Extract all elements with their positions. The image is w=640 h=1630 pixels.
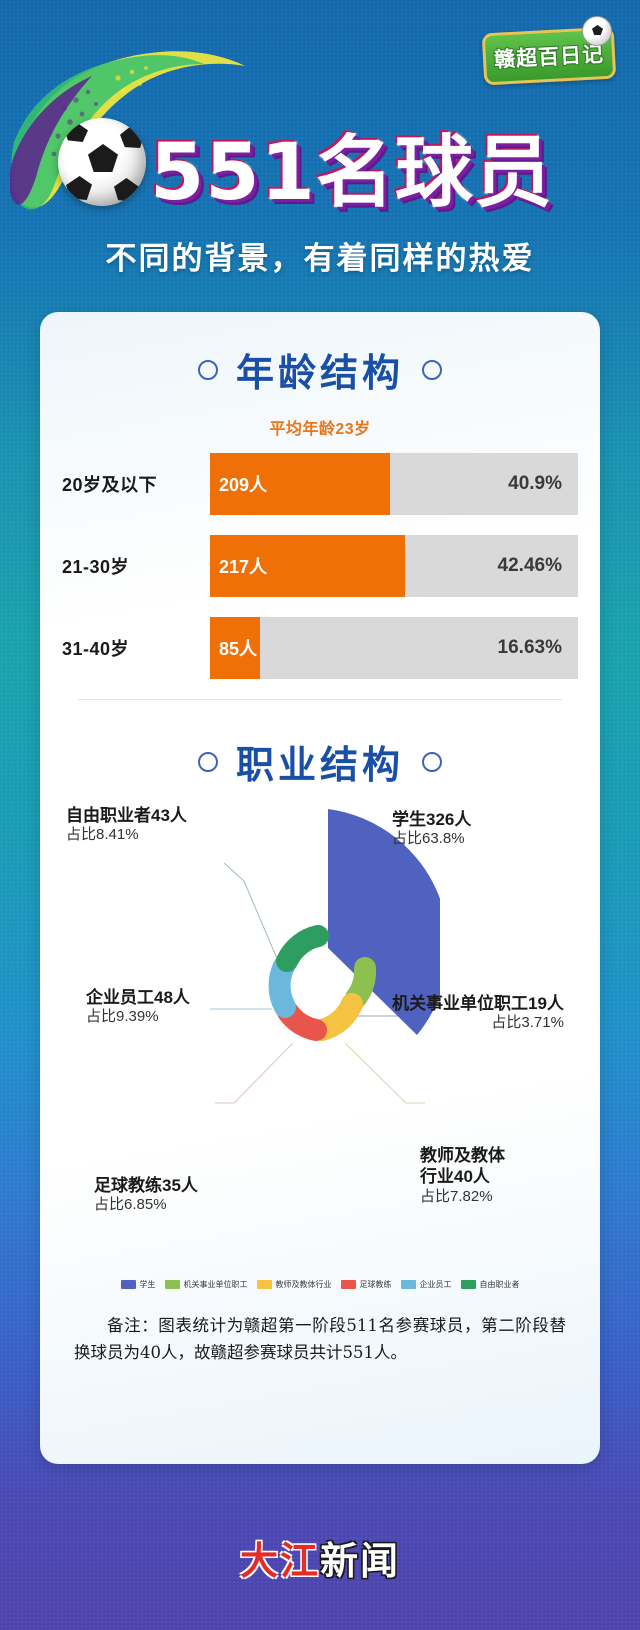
- pie-label-name: 足球教练35人: [94, 1176, 198, 1195]
- pie-label-name: 教师及教体: [420, 1146, 505, 1165]
- age-bar-fill: 217人: [210, 535, 406, 597]
- circle-decoration-icon: [408, 751, 442, 772]
- soccer-ball-icon: [58, 118, 146, 206]
- legend-swatch-company: [400, 1280, 416, 1289]
- legend-swatch-freelancer: [460, 1280, 476, 1289]
- age-section-title: 年龄结构: [235, 351, 404, 395]
- age-bar-chart: 20岁及以下 209人 40.9% 21-30岁 217人 42.46% 31-…: [62, 453, 578, 679]
- donut-slice-student: [328, 809, 440, 1035]
- legend-label: 企业员工: [419, 1280, 452, 1289]
- pie-label-percent: 占比63.8%: [392, 830, 465, 848]
- legend-item: 企业员工: [400, 1279, 452, 1290]
- pie-label-teacher: 教师及教体 行业40人 占比7.82%: [420, 1145, 505, 1206]
- page-title: 551名球员: [150, 128, 553, 218]
- pie-label-student: 学生326人 占比63.8%: [392, 809, 471, 849]
- legend-item: 足球教练: [340, 1279, 392, 1290]
- pie-label-freelancer: 自由职业者43人 占比8.41%: [66, 805, 187, 845]
- legend-label: 足球教练: [359, 1280, 392, 1289]
- legend-label: 学生: [139, 1280, 156, 1289]
- legend-swatch-teacher: [256, 1280, 272, 1289]
- age-bar-label: 21-30岁: [62, 557, 130, 577]
- soccer-ball-icon: [582, 16, 612, 46]
- footer-logo-red: 大江: [239, 1539, 320, 1583]
- section-divider: [78, 699, 562, 700]
- age-bar-track: 217人 42.46%: [210, 535, 578, 597]
- legend-swatch-coach: [340, 1280, 356, 1289]
- age-bar-count: 85人: [219, 639, 258, 659]
- age-bar-count: 217人: [219, 557, 268, 577]
- job-section-title: 职业结构: [235, 743, 404, 787]
- content-card: 年龄结构 平均年龄23岁 20岁及以下 209人 40.9% 21-30岁 21…: [40, 312, 600, 1464]
- pie-label-name: 学生326人: [392, 810, 472, 829]
- legend-swatch-student: [120, 1280, 136, 1289]
- pie-label-percent: 占比8.41%: [66, 826, 139, 844]
- pie-label-percent: 占比7.82%: [420, 1187, 493, 1205]
- age-bar-row: 31-40岁 85人 16.63%: [62, 617, 578, 679]
- footer-logo: 大江新闻: [0, 1530, 640, 1585]
- footer-logo-white: 新闻: [320, 1539, 401, 1583]
- age-bar-percent: 40.9%: [508, 473, 562, 494]
- job-donut-chart: 学生326人 占比63.8% 机关事业单位职工19人 占比3.71% 教师及教体…: [40, 797, 600, 1277]
- circle-decoration-icon: [197, 751, 236, 772]
- legend-item: 机关事业单位职工: [164, 1279, 248, 1290]
- age-bar-label: 20岁及以下: [62, 475, 158, 495]
- pie-label-coach: 足球教练35人 占比6.85%: [94, 1175, 198, 1215]
- pie-label-percent: 占比3.71%: [491, 1014, 564, 1032]
- circle-decoration-icon: [408, 359, 442, 380]
- pie-label-name: 企业员工48人: [86, 988, 190, 1007]
- age-bar-row: 21-30岁 217人 42.46%: [62, 535, 578, 597]
- average-age-label: 平均年龄23岁: [269, 421, 371, 438]
- legend-item: 教师及教体行业: [256, 1279, 332, 1290]
- age-bar-row: 20岁及以下 209人 40.9%: [62, 453, 578, 515]
- chart-footnote: 备注：图表统计为赣超第一阶段511名参赛球员，第二阶段替换球员为40人，故赣超参…: [74, 1316, 566, 1363]
- donut-slice-freelancer: [276, 925, 329, 972]
- age-bar-label: 31-40岁: [62, 639, 130, 659]
- donut-slice-teacher: [311, 993, 363, 1041]
- age-bar-percent: 16.63%: [497, 637, 562, 658]
- age-bar-count: 209人: [219, 475, 268, 495]
- pie-label-name-line2: 行业40人: [420, 1167, 490, 1187]
- donut-slice-gov: [345, 957, 377, 1009]
- age-section-heading: 年龄结构: [40, 342, 600, 397]
- donut-chart-svg: [210, 809, 440, 1104]
- circle-decoration-icon: [197, 359, 236, 380]
- pie-label-percent: 占比9.39%: [86, 1008, 159, 1026]
- legend-swatch-gov: [164, 1280, 180, 1289]
- donut-legend: 学生 机关事业单位职工 教师及教体行业 足球教练 企业员工 自由职业者: [40, 1279, 600, 1290]
- age-bar-percent: 42.46%: [497, 555, 562, 576]
- pie-label-gov: 机关事业单位职工19人 占比3.71%: [392, 993, 564, 1033]
- legend-label: 机关事业单位职工: [183, 1280, 248, 1289]
- age-bar-track: 85人 16.63%: [210, 617, 578, 679]
- legend-item: 学生: [120, 1279, 156, 1290]
- legend-label: 自由职业者: [479, 1280, 520, 1289]
- job-section-heading: 职业结构: [40, 734, 600, 789]
- pie-label-name: 机关事业单位职工19人: [392, 994, 564, 1013]
- page-subtitle: 不同的背景，有着同样的热爱: [105, 241, 535, 277]
- pie-label-name: 自由职业者43人: [66, 806, 187, 825]
- legend-label: 教师及教体行业: [275, 1280, 332, 1289]
- age-bar-fill: 85人: [210, 617, 260, 679]
- age-bar-fill: 209人: [210, 453, 391, 515]
- header: 赣超百日记 551名球员 不同的背景，有着同样的热爱: [0, 0, 640, 300]
- legend-item: 自由职业者: [460, 1279, 520, 1290]
- pie-label-company: 企业员工48人 占比9.39%: [86, 987, 190, 1027]
- age-bar-track: 209人 40.9%: [210, 453, 578, 515]
- pie-label-percent: 占比6.85%: [94, 1196, 167, 1214]
- donut-slice-company: [268, 955, 296, 1018]
